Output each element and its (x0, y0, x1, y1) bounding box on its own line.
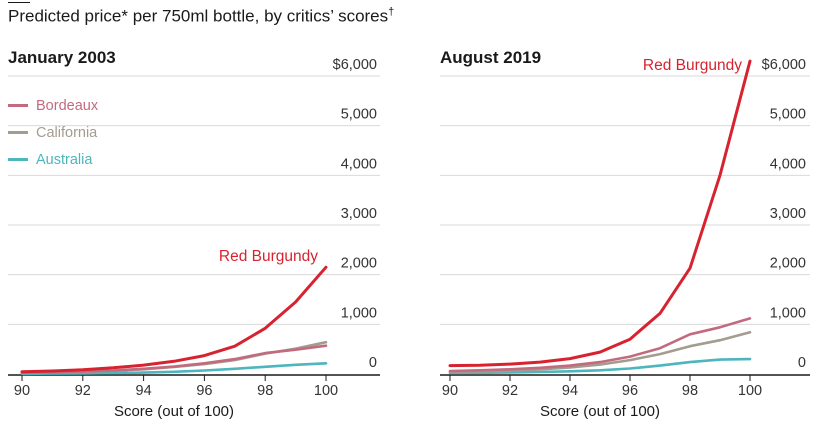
x-tick-label: 94 (136, 383, 152, 399)
series-label-red-burgundy: Red Burgundy (219, 248, 318, 265)
x-tick-label: 96 (622, 383, 638, 399)
legend-swatch (8, 131, 28, 134)
legend: Bordeaux California Australia (8, 92, 98, 173)
y-tick-label: 5,000 (341, 107, 377, 123)
legend-item-australia: Australia (8, 146, 98, 173)
title-footnote-mark: † (388, 6, 395, 18)
chart-title-text: Predicted price* per 750ml bottle, by cr… (8, 6, 389, 26)
legend-swatch (8, 104, 28, 107)
legend-label: California (36, 124, 98, 141)
title-rule (8, 2, 30, 3)
y-tick-label: 4,000 (770, 156, 806, 172)
y-tick-label: 1,000 (770, 305, 806, 321)
legend-item-california: California (8, 119, 98, 146)
y-tick-label: 3,000 (770, 206, 806, 222)
x-tick-label: 98 (257, 383, 273, 399)
y-tick-label: 0 (798, 355, 806, 371)
x-axis-label: Score (out of 100) (540, 403, 660, 420)
series-line-california (20, 340, 328, 375)
legend-label: Bordeaux (36, 97, 99, 114)
y-tick-label: 0 (369, 355, 377, 371)
x-tick-label: 98 (682, 383, 698, 399)
x-tick-label: 96 (196, 383, 212, 399)
series-label-red-burgundy: Red Burgundy (643, 57, 742, 74)
y-tick-label: $6,000 (762, 57, 806, 73)
x-tick-label: 90 (442, 383, 458, 399)
x-tick-label: 100 (314, 383, 338, 399)
x-axis-label: Score (out of 100) (114, 403, 234, 420)
y-tick-label: 2,000 (341, 256, 377, 272)
series-line-australia (448, 357, 752, 375)
series-line-california (448, 330, 752, 374)
y-tick-label: 3,000 (341, 206, 377, 222)
series-line-red-burgundy (20, 265, 328, 374)
x-tick-label: 94 (562, 383, 578, 399)
legend-item-bordeaux: Bordeaux (8, 92, 98, 119)
panel-title-right: August 2019 (440, 48, 542, 67)
legend-label: Australia (36, 151, 93, 168)
y-tick-label: $6,000 (333, 57, 377, 73)
y-tick-label: 1,000 (341, 305, 377, 321)
series-line-bordeaux (20, 344, 328, 375)
x-tick-label: 90 (14, 383, 30, 399)
x-tick-label: 92 (502, 383, 518, 399)
y-tick-label: 2,000 (770, 256, 806, 272)
legend-swatch (8, 158, 28, 161)
x-tick-label: 100 (738, 383, 762, 399)
series-line-australia (20, 361, 328, 376)
panel-title-left: January 2003 (8, 48, 116, 67)
chart-title: Predicted price* per 750ml bottle, by cr… (8, 6, 394, 27)
series-line-bordeaux (448, 317, 752, 373)
y-tick-label: 5,000 (770, 107, 806, 123)
y-tick-label: 4,000 (341, 156, 377, 172)
x-tick-label: 92 (75, 383, 91, 399)
series-line-red-burgundy (448, 59, 752, 368)
